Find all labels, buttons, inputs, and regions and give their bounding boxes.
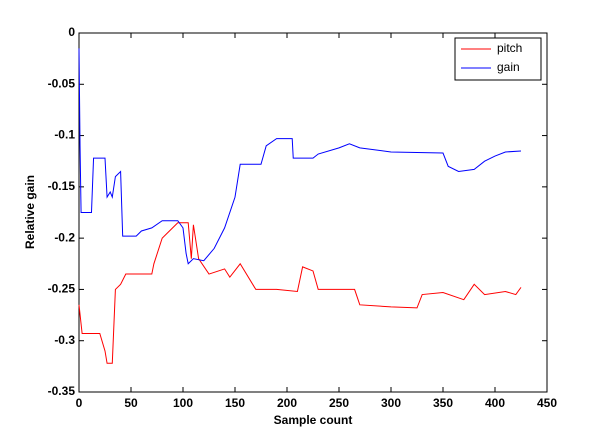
y-tick-label: -0.2: [54, 230, 75, 244]
y-tick-label: -0.25: [48, 282, 76, 296]
x-tick-label: 300: [381, 396, 401, 410]
legend-label: gain: [497, 60, 520, 74]
data-line: [78, 222, 522, 364]
x-tick-label: 400: [485, 396, 505, 410]
legend-box: [454, 37, 542, 81]
x-tick-label: 200: [277, 396, 297, 410]
x-tick-label: 450: [537, 396, 557, 410]
x-tick-label: 50: [124, 396, 138, 410]
x-tick-label: 250: [329, 396, 349, 410]
x-axis-label: Sample count: [274, 413, 353, 427]
data-line: [78, 48, 522, 265]
x-tick-label: 100: [173, 396, 193, 410]
y-tick-label: -0.3: [54, 333, 75, 347]
x-tick-label: 350: [433, 396, 453, 410]
legend-label: pitch: [497, 41, 522, 55]
y-axis-label: Relative gain: [23, 175, 37, 249]
y-tick-label: -0.05: [48, 76, 76, 90]
y-tick-label: -0.15: [48, 179, 76, 193]
y-tick-label: 0: [68, 25, 75, 39]
y-tick-label: -0.35: [48, 384, 76, 398]
y-tick-label: -0.1: [54, 128, 75, 142]
x-tick-label: 0: [76, 396, 83, 410]
plot-frame: [78, 32, 548, 393]
x-tick-label: 150: [225, 396, 245, 410]
